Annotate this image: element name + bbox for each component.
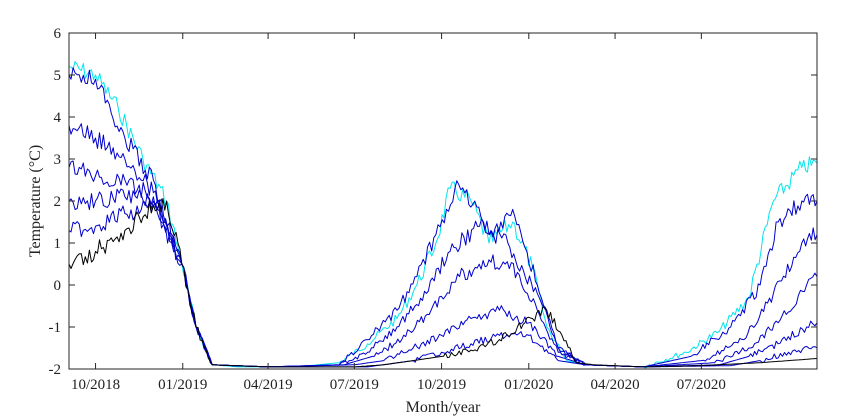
series-line-7 — [68, 198, 818, 368]
x-tick-label: 01/2019 — [158, 377, 207, 393]
y-tick-label: 0 — [54, 278, 62, 294]
y-tick-label: 2 — [54, 194, 62, 210]
x-tick-label: 07/2019 — [330, 377, 379, 393]
plot-area — [68, 32, 818, 370]
x-axis-label: Month/year — [406, 399, 481, 416]
ticks-layer: -2 -1 0 1 2 3 4 5 6 10/2018 01/2019 04/2019 07/2019 1… — [49, 26, 817, 393]
y-tick-label: 5 — [54, 68, 62, 84]
series-layer — [68, 61, 818, 369]
y-tick-label: -2 — [49, 362, 62, 378]
y-axis-label: Temperature (°C) — [27, 145, 44, 257]
y-tick-label: 4 — [54, 110, 62, 126]
x-tick-label: 01/2020 — [504, 377, 553, 393]
x-tick-label: 04/2020 — [590, 377, 639, 393]
x-tick-label: 07/2020 — [677, 377, 726, 393]
y-tick-label: 3 — [54, 152, 62, 168]
x-tick-label: 10/2019 — [417, 377, 466, 393]
x-tick-label: 04/2019 — [244, 377, 293, 393]
y-tick-label: 1 — [54, 236, 62, 252]
series-line-2 — [68, 67, 818, 368]
y-tick-label: 6 — [54, 26, 62, 42]
x-tick-label: 10/2018 — [71, 377, 120, 393]
series-line-3 — [68, 123, 818, 368]
series-line-1 — [68, 61, 818, 369]
axes-box — [68, 32, 818, 370]
y-tick-label: -1 — [49, 320, 62, 336]
